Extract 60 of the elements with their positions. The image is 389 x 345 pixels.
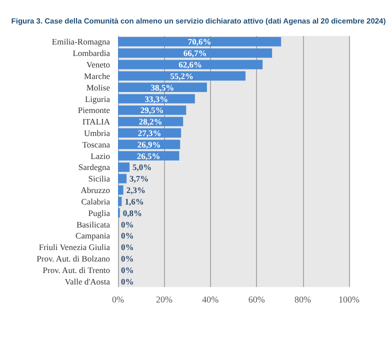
bar (118, 185, 124, 195)
y-tick-label: Piemonte (78, 105, 110, 116)
y-tick-label: Lazio (90, 150, 110, 161)
y-tick-label: ITALIA (82, 116, 111, 127)
y-tick-label: Veneto (86, 60, 110, 70)
data-label: 0% (121, 230, 134, 241)
y-tick-label: Basilicata (76, 219, 110, 230)
data-label: 0% (121, 276, 134, 286)
data-label: 62,6% (178, 60, 202, 70)
y-tick-label: Sardegna (78, 162, 110, 172)
x-tick-label: 80% (294, 294, 312, 304)
y-tick-label: Marche (84, 70, 110, 81)
data-label: 27,3% (138, 128, 162, 138)
bar (118, 196, 122, 206)
y-tick-label: Puglia (88, 208, 110, 218)
data-label: 38,5% (150, 82, 174, 92)
bar (118, 174, 127, 184)
y-tick-label: Emilia-Romagna (52, 36, 110, 47)
bar (118, 71, 246, 81)
data-label: 0% (121, 219, 134, 230)
y-tick-label: Sicilia (88, 174, 110, 184)
y-tick-label: Molise (86, 82, 110, 92)
data-label: 1,6% (124, 196, 144, 206)
data-label: 5,0% (132, 162, 152, 172)
bar (118, 162, 130, 172)
x-tick-label: 0% (112, 294, 124, 304)
x-tick-label: 60% (248, 294, 266, 304)
y-tick-label: Friuli Venezia Giulia (38, 242, 110, 252)
y-tick-label: Liguria (84, 94, 110, 104)
data-label: 70,6% (188, 36, 212, 47)
data-label: 26,5% (136, 150, 160, 161)
bar (118, 37, 282, 46)
data-label: 55,2% (170, 70, 194, 81)
x-tick-label: 40% (202, 294, 220, 304)
data-label: 3,7% (130, 174, 149, 184)
y-tick-label: Lombardia (72, 48, 110, 58)
data-label: 2,3% (126, 185, 146, 196)
data-label: 29,5% (140, 105, 164, 116)
y-tick-label: Prov. Aut. di Bolzano (36, 253, 110, 264)
y-tick-label: Campania (76, 230, 110, 241)
bar (118, 94, 195, 104)
bar (118, 60, 263, 70)
bar (118, 82, 207, 92)
data-label: 0% (121, 253, 134, 264)
y-tick-label: Valle d'Aosta (64, 276, 110, 286)
data-label: 26,9% (137, 139, 161, 150)
y-tick-label: Abruzzo (80, 185, 110, 196)
bar (118, 48, 272, 58)
y-tick-label: Umbria (84, 128, 110, 138)
data-label: 28,2% (138, 116, 162, 127)
data-label: 0% (121, 242, 134, 252)
data-label: 33,3% (144, 94, 168, 104)
y-tick-label: Prov. Aut. di Trento (42, 264, 110, 275)
data-label: 0% (121, 264, 134, 275)
data-label: 66,7% (183, 48, 207, 58)
x-tick-label: 20% (156, 294, 173, 304)
y-tick-label: Toscana (82, 139, 110, 150)
x-tick-label: 100% (338, 294, 360, 304)
data-label: 0,8% (122, 208, 142, 218)
y-tick-label: Calabria (81, 196, 110, 206)
